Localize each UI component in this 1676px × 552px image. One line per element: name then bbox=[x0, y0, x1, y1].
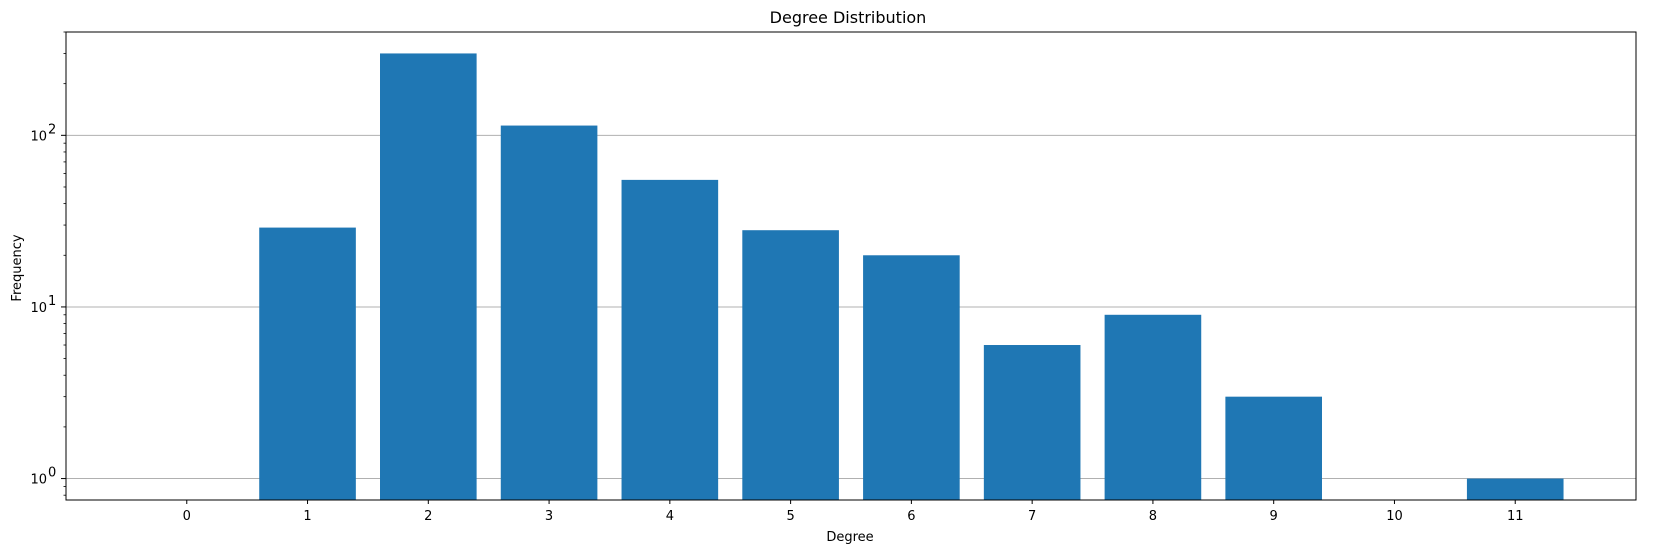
bar-degree-6 bbox=[863, 255, 960, 500]
x-tick-label-1: 1 bbox=[303, 509, 311, 524]
y-tick-exponent-0: 0 bbox=[48, 466, 56, 481]
x-tick-label-2: 2 bbox=[424, 509, 432, 524]
bar-degree-3 bbox=[500, 125, 598, 501]
y-tick-label-1: 10 bbox=[30, 301, 47, 316]
bar-degree-11 bbox=[1466, 478, 1564, 500]
x-tick-label-3: 3 bbox=[545, 509, 553, 524]
y-tick-label-0: 10 bbox=[30, 473, 47, 488]
y-tick-exponent-1: 1 bbox=[48, 294, 56, 309]
bar-degree-2 bbox=[380, 53, 477, 500]
y-tick-exponent-2: 2 bbox=[48, 122, 56, 137]
x-tick-label-8: 8 bbox=[1149, 509, 1157, 524]
y-tick-label-2: 10 bbox=[30, 129, 47, 144]
bar-degree-9 bbox=[1225, 396, 1322, 500]
bar-degree-1 bbox=[259, 227, 356, 501]
x-tick-label-6: 6 bbox=[907, 509, 915, 524]
plot-frame bbox=[65, 31, 1637, 501]
x-tick-label-0: 0 bbox=[183, 509, 191, 524]
x-axis-ticks: 0 1 2 3 4 5 6 7 8 9 10 11 bbox=[183, 500, 1524, 524]
y-axis-label: Frequency bbox=[10, 234, 25, 301]
bar-degree-5 bbox=[742, 230, 839, 500]
x-tick-label-10: 10 bbox=[1386, 509, 1403, 524]
bar-degree-7 bbox=[983, 345, 1081, 500]
bar-degree-8 bbox=[1104, 314, 1202, 500]
bar-degree-4 bbox=[621, 179, 719, 500]
x-axis-label: Degree bbox=[826, 530, 873, 545]
x-tick-label-5: 5 bbox=[786, 509, 794, 524]
x-tick-label-11: 11 bbox=[1507, 509, 1524, 524]
x-tick-label-7: 7 bbox=[1028, 509, 1036, 524]
x-tick-label-9: 9 bbox=[1270, 509, 1278, 524]
chart-title: Degree Distribution bbox=[770, 8, 927, 27]
x-tick-label-4: 4 bbox=[666, 509, 674, 524]
bars bbox=[259, 53, 1564, 501]
